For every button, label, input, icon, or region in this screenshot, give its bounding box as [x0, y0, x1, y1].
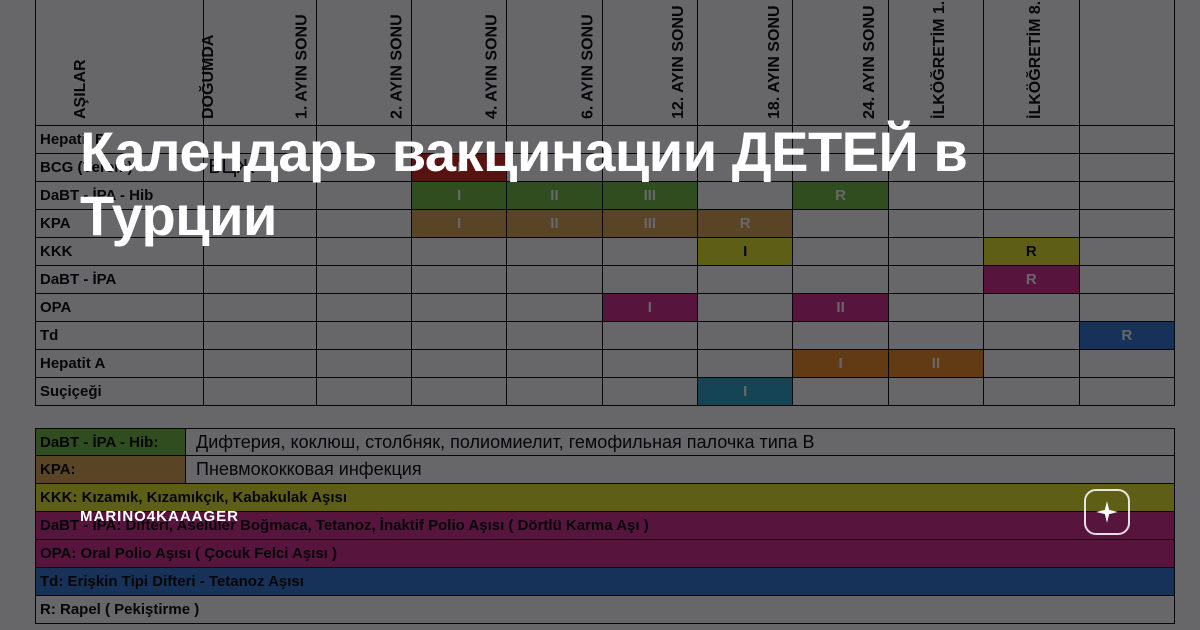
- author-label: MARINO4KAAAGER: [80, 508, 239, 525]
- stage: AŞILARDOĞUMDA1. AYIN SONU2. AYIN SONU4. …: [0, 0, 1200, 630]
- page-title: Календарь вакцинации ДЕТЕЙ в Турции: [80, 120, 1120, 249]
- star-icon: [1094, 499, 1120, 525]
- dim-overlay: [0, 0, 1200, 630]
- star-badge: [1084, 489, 1130, 535]
